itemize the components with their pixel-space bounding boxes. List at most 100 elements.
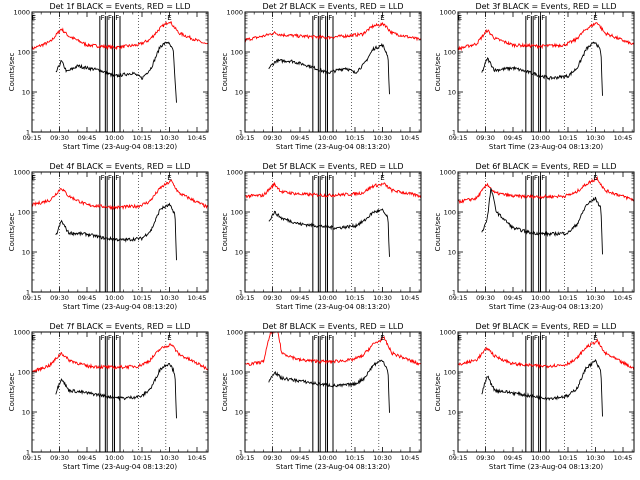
y-tick-label: 1 [452,289,456,297]
marker-label: F [115,14,119,22]
y-tick-label: 10 [22,249,30,257]
x-tick-label: 09:15 [236,134,255,142]
x-tick-label: 09:15 [449,134,468,142]
marker-label: F [314,334,318,342]
events-series-line [481,187,603,255]
plot-frame [31,331,209,453]
marker-label: F [328,174,332,182]
x-axis-label: Start Time (23-Aug-04 08:13:20) [63,303,177,311]
marker-label: F [328,334,332,342]
x-tick-label: 09:30 [263,294,282,302]
x-tick-label: 09:15 [236,454,255,462]
marker-label: F [314,174,318,182]
x-tick-label: 09:45 [504,294,523,302]
marker-label: F [321,334,325,342]
x-tick-label: 10:45 [401,134,420,142]
x-axis-label: Start Time (23-Aug-04 08:13:20) [489,303,603,311]
x-tick-label: 09:45 [504,134,523,142]
plot-frame [457,11,635,133]
x-axis-label: Start Time (23-Aug-04 08:13:20) [276,303,390,311]
x-tick-label: 10:00 [531,134,550,142]
events-series-line [268,359,390,413]
x-tick-label: 10:30 [160,454,179,462]
plot-frame [31,171,209,293]
x-tick-label: 09:30 [476,454,495,462]
y-tick-label: 1000 [13,169,30,177]
x-tick-label: 09:45 [504,454,523,462]
y-tick-label: 1 [239,129,243,137]
x-tick-label: 10:30 [160,294,179,302]
marker-label: E [593,334,597,342]
y-axis-label: Counts/sec [221,213,229,252]
marker-label: F [101,14,105,22]
marker-label: E [380,14,384,22]
events-series-line [481,358,603,417]
panel-title: Det 6f BLACK = Events, RED = LLD [475,162,616,171]
y-axis-label: Counts/sec [8,373,16,412]
panel-title: Det 4f BLACK = Events, RED = LLD [49,162,190,171]
x-tick-label: 09:30 [476,134,495,142]
x-tick-label: 10:30 [373,294,392,302]
x-tick-label: 10:00 [531,454,550,462]
x-axis-label: Start Time (23-Aug-04 08:13:20) [489,143,603,151]
marker-label: F [321,14,325,22]
y-tick-label: 10 [235,89,243,97]
y-tick-label: 1 [239,289,243,297]
x-tick-label: 10:45 [614,454,633,462]
y-tick-label: 100 [231,209,243,217]
y-axis-label: Counts/sec [434,373,442,412]
x-tick-label: 10:45 [614,294,633,302]
y-tick-label: 1000 [439,9,456,17]
y-tick-label: 100 [444,209,456,217]
x-tick-label: 10:30 [586,134,605,142]
panel-title: Det 8f BLACK = Events, RED = LLD [262,322,403,331]
y-tick-label: 1000 [13,9,30,17]
x-tick-label: 10:15 [346,294,365,302]
marker-label: F [314,14,318,22]
x-tick-label: 10:15 [133,294,152,302]
plot-frame [244,331,422,453]
y-tick-label: 10 [22,89,30,97]
marker-label: F [534,14,538,22]
x-tick-label: 10:30 [373,134,392,142]
x-tick-label: 09:15 [23,294,42,302]
x-tick-label: 09:15 [23,134,42,142]
panel-title: Det 9f BLACK = Events, RED = LLD [475,322,616,331]
events-series-line [268,208,390,257]
marker-label: F [108,14,112,22]
x-tick-label: 10:00 [318,294,337,302]
y-tick-label: 10 [448,249,456,257]
marker-label: E [380,334,384,342]
y-tick-label: 1000 [439,329,456,337]
lld-series-line [458,22,634,52]
x-tick-label: 10:00 [105,294,124,302]
x-tick-label: 10:15 [346,134,365,142]
y-tick-label: 10 [22,409,30,417]
lld-series-line [245,21,421,43]
y-tick-label: 1 [239,449,243,457]
marker-label: F [321,174,325,182]
y-tick-label: 1 [452,449,456,457]
marker-label: F [527,14,531,22]
x-tick-label: 10:45 [614,134,633,142]
x-tick-label: 09:15 [449,454,468,462]
y-tick-label: 100 [18,369,30,377]
lld-series-line [32,342,208,373]
x-tick-label: 09:45 [291,134,310,142]
events-series-line [268,42,390,95]
events-series-line [55,362,177,419]
x-tick-label: 09:15 [23,454,42,462]
y-axis-label: Counts/sec [8,213,16,252]
marker-label: F [541,174,545,182]
x-tick-label: 09:15 [236,294,255,302]
plot-frame [244,11,422,133]
marker-label: E [593,14,597,22]
y-axis-label: Counts/sec [221,373,229,412]
marker-label: F [115,174,119,182]
x-tick-label: 10:30 [160,134,179,142]
